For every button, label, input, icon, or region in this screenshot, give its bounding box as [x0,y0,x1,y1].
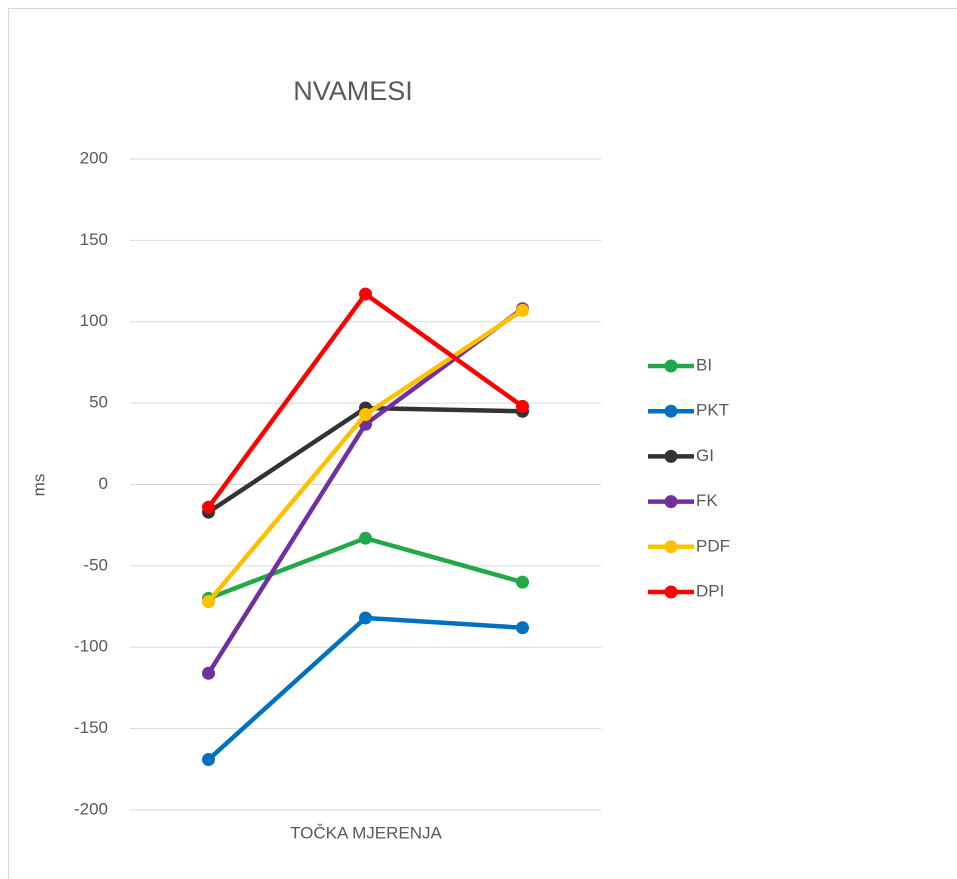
legend-label: DPI [696,581,724,600]
y-tick-label: 100 [80,311,108,330]
chart-border [8,8,957,879]
legend-marker [664,449,678,463]
legend-label: PKT [696,401,729,420]
data-point [202,500,215,514]
legend-marker [664,404,678,418]
legend-marker [664,495,678,509]
data-point [359,531,372,545]
y-tick-label: 200 [80,148,108,167]
data-point [359,408,372,422]
data-point [202,595,215,609]
y-tick-label: 0 [99,474,108,493]
legend-label: PDF [696,536,730,555]
legend-label: GI [696,446,714,465]
data-point [516,303,529,317]
data-point [516,575,529,589]
y-tick-label: -50 [83,555,108,574]
legend-label: FK [696,491,718,510]
legend-marker [664,540,678,554]
data-point [359,611,372,625]
y-tick-label: -200 [74,799,108,818]
y-tick-label: -150 [74,718,108,737]
y-tick-label: -100 [74,637,108,656]
y-tick-label: 50 [89,393,108,412]
data-point [202,753,215,767]
legend-marker [664,359,678,373]
data-point [516,621,529,635]
y-axis-label: ms [29,474,48,497]
x-axis-label: TOČKA MJERENJA [290,823,442,842]
y-tick-label: 150 [80,230,108,249]
data-point [359,287,372,301]
chart-title: NVAMESI [293,76,413,106]
legend-label: BI [696,355,712,374]
data-point [516,399,529,413]
legend-marker [664,585,678,599]
data-point [202,666,215,680]
